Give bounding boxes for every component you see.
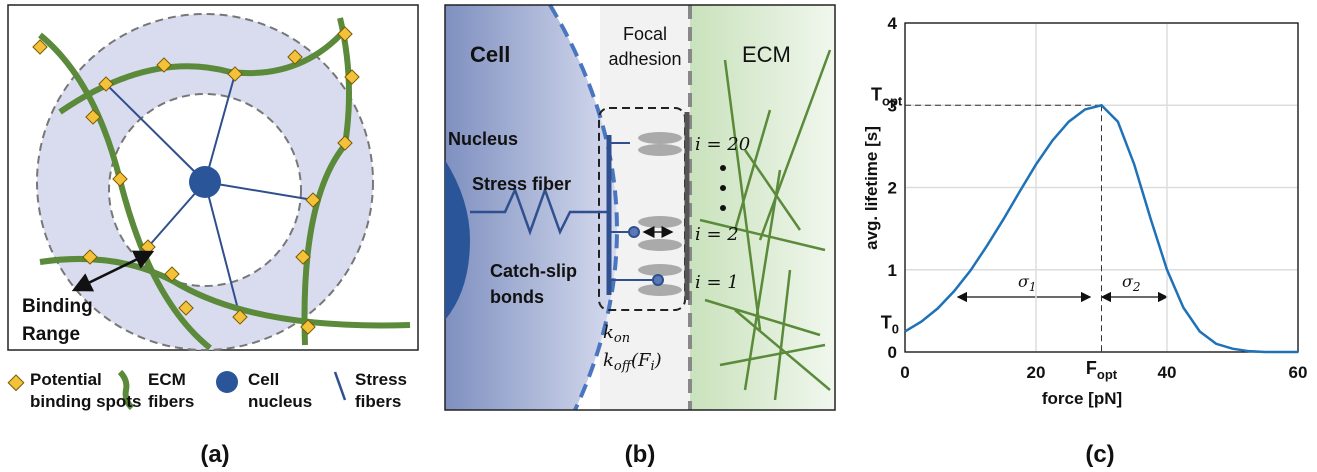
y-tick-label: 2 <box>888 179 897 198</box>
subscript: opt <box>882 93 903 108</box>
label: adhesion <box>608 49 681 69</box>
annotation: T0 <box>881 312 899 336</box>
caption: (a) <box>200 441 229 468</box>
label: Nucleus <box>448 129 518 149</box>
annotation: Fopt <box>1086 358 1118 382</box>
text: F <box>1086 358 1097 378</box>
panel-c: force [pN] avg. lifetime [s] (c) σ1 σ2 0… <box>862 14 1307 468</box>
panel-b: Cell Focal adhesion ECM Nucleus Stress f… <box>445 5 835 468</box>
x-tick-label: 60 <box>1289 363 1308 382</box>
label: Range <box>22 324 80 345</box>
label: Binding <box>22 296 93 317</box>
text: T <box>881 312 892 332</box>
annotation: Topt <box>871 84 903 108</box>
text: T <box>871 84 882 104</box>
legend-label: ECM <box>148 370 186 389</box>
y-tick-label: 1 <box>888 261 897 280</box>
y-tick-label: 0 <box>888 343 897 362</box>
legend-label: Potential <box>30 370 102 389</box>
caption: (c) <box>1085 441 1114 468</box>
x-tick-label: 20 <box>1027 363 1046 382</box>
bond-label: i = 1 <box>695 272 739 293</box>
annotation: σ2 <box>1122 272 1141 294</box>
x-tick-label: 40 <box>1158 363 1177 382</box>
text: ) <box>654 350 662 371</box>
y-tick-label: 4 <box>888 14 898 33</box>
cell-nucleus <box>189 166 221 198</box>
bond-label: i = 20 <box>695 134 750 155</box>
text: k <box>603 350 614 371</box>
subscript: 2 <box>1132 280 1141 294</box>
bond-label: i = 2 <box>695 224 739 245</box>
text: k <box>603 322 614 343</box>
label: Catch-slip <box>490 261 577 281</box>
figure: Binding Range Potential binding spots EC… <box>0 0 1317 472</box>
legend-label: nucleus <box>248 392 312 411</box>
label: Focal <box>623 24 667 44</box>
legend: Potential binding spots ECM fibers Cell … <box>8 370 407 411</box>
page: {"panel_a":{"binding_range":["Binding","… <box>0 0 1317 472</box>
label: Cell <box>470 42 510 67</box>
legend-label: fibers <box>355 392 401 411</box>
x-axis-label: force [pN] <box>1042 389 1122 408</box>
legend-label: fibers <box>148 392 194 411</box>
y-axis-label: avg. lifetime [s] <box>862 126 881 250</box>
legend-label: binding spots <box>30 392 141 411</box>
subscript: opt <box>1097 367 1118 382</box>
text: (F <box>631 350 652 371</box>
label: Stress fiber <box>472 174 571 194</box>
legend-label: Cell <box>248 370 279 389</box>
label: ECM <box>742 42 791 67</box>
annotation: σ1 <box>1018 272 1037 294</box>
caption: (b) <box>625 441 656 468</box>
subscript: on <box>614 331 630 346</box>
panel-a: Binding Range Potential binding spots EC… <box>8 5 418 468</box>
x-tick-label: 0 <box>900 363 909 382</box>
label: bonds <box>490 287 544 307</box>
subscript: 0 <box>892 321 899 336</box>
legend-label: Stress <box>355 370 407 389</box>
